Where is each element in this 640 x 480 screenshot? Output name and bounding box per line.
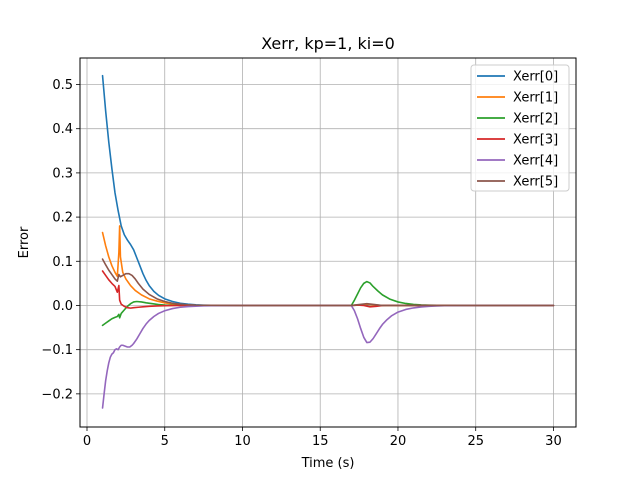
legend-label: Xerr[2] [513,112,558,127]
axis-ticks: 0 5 10 15 20 25 30 −0.2 −0.1 0.0 0.1 0.2 0.3 0.4 0.5 [41,78,561,449]
x-tick-label: 5 [161,434,169,449]
legend-label: Xerr[1] [513,91,558,106]
x-axis-label: Time (s) [301,456,355,471]
x-tick-label: 20 [390,434,407,449]
y-tick-label: 0.0 [52,299,73,314]
y-tick-label: 0.1 [52,255,73,270]
legend-label: Xerr[4] [513,154,558,169]
y-tick-label: −0.1 [41,343,73,358]
chart-title: Xerr, kp=1, ki=0 [261,34,395,53]
series-line-4 [101,304,555,409]
x-tick-label: 10 [234,434,251,449]
legend-label: Xerr[3] [513,133,558,148]
x-tick-label: 0 [83,434,91,449]
x-tick-label: 15 [312,434,329,449]
x-tick-label: 25 [467,434,484,449]
y-tick-label: 0.2 [52,211,73,226]
legend-label: Xerr[0] [513,70,558,85]
y-axis-label: Error [17,226,32,258]
series-line-3 [101,270,555,309]
x-tick-label: 30 [545,434,562,449]
legend: Xerr[0] Xerr[1] Xerr[2] Xerr[3] Xerr[4] Xerr[… [470,64,570,192]
y-tick-label: 0.5 [52,78,73,93]
y-tick-label: 0.4 [52,122,73,137]
y-tick-label: 0.3 [52,166,73,181]
plot-frame [79,57,577,428]
y-tick-label: −0.2 [41,387,73,402]
legend-label: Xerr[5] [513,175,558,190]
series-line-5 [101,258,555,307]
series-lines [101,74,555,409]
